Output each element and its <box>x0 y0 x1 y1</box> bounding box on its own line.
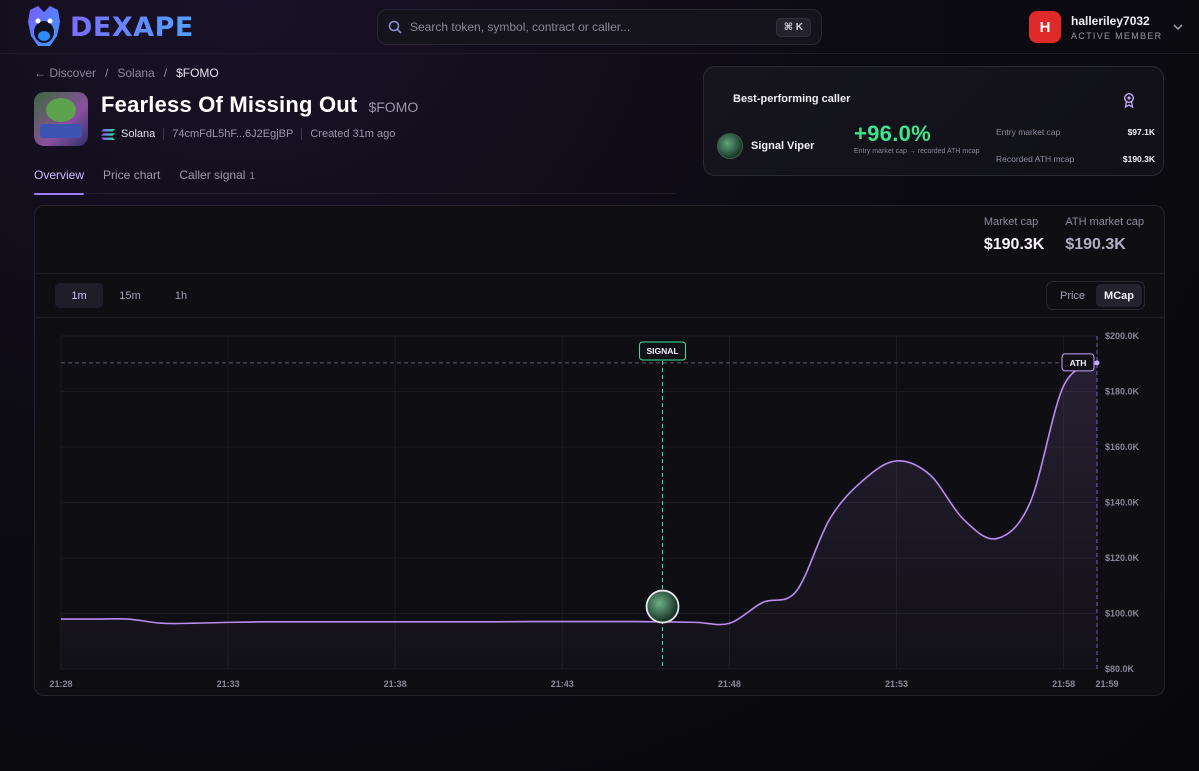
x-tick-label: 21:28 <box>49 679 72 689</box>
token-image <box>34 92 88 146</box>
x-tick-label: 21:48 <box>718 679 741 689</box>
token-name: Fearless Of Missing Out <box>101 92 358 117</box>
mcap-chart[interactable]: $200.0K $180.0K $160.0K $140.0K $120.0K $100.… <box>35 206 1166 697</box>
token-chain: Solana <box>121 128 156 140</box>
y-tick-label: $180.0K <box>1105 387 1140 397</box>
search-icon <box>388 20 402 34</box>
interval-1m-button[interactable]: 1m <box>55 283 103 308</box>
tab-caller-signal[interactable]: Caller signal 1 <box>179 168 255 182</box>
search-bar[interactable]: ⌘ K <box>377 9 822 45</box>
area-fill <box>61 362 1097 669</box>
ath-label-box <box>1061 353 1095 372</box>
mode-price-button[interactable]: Price <box>1059 289 1086 302</box>
caller-performance-note: Entry market cap → recorded ATH mcap <box>854 148 980 155</box>
y-tick-label: $160.0K <box>1105 442 1140 452</box>
chevron-down-icon[interactable] <box>1172 21 1184 33</box>
token-created: Created 31m ago <box>310 128 396 140</box>
token-tabs: Overview Price chart Caller signal 1 <box>34 168 676 195</box>
signal-caller-marker <box>645 589 680 624</box>
market-cap-label: Market cap <box>983 216 1039 228</box>
x-tick-label: 21:58 <box>1052 679 1075 689</box>
token-address[interactable]: 74cmFdL5hF...6J2EgjBP <box>172 128 294 140</box>
caller-performance-value: +96.0% <box>854 121 932 146</box>
market-metrics: Market cap $190.3K ATH market cap $190.3… <box>984 216 1144 254</box>
ath-market-cap-value: $190.3K <box>1065 236 1126 253</box>
ath-mcap-value: $190.3K <box>1122 154 1155 164</box>
interval-15m-button[interactable]: 15m <box>119 289 141 302</box>
y-tick-label: $200.0K <box>1105 331 1140 341</box>
tab-count-badge: 1 <box>249 171 255 182</box>
ath-market-cap-label: ATH market cap <box>1065 216 1144 228</box>
x-tick-label: 21:53 <box>885 679 908 689</box>
top-bar: DEXAPE ⌘ K H halleriley7032 ACTIVE MEMBE… <box>0 0 1199 54</box>
breadcrumb-separator: / <box>105 66 109 80</box>
tab-overview[interactable]: Overview <box>34 168 85 195</box>
breadcrumb: ← Discover / Solana / $FOMO <box>34 66 219 80</box>
chart-panel: $200.0K $180.0K $160.0K $140.0K $120.0K $100.… <box>34 205 1165 696</box>
caller-stats: Entry market cap $97.1K Recorded ATH mca… <box>996 127 1155 181</box>
breadcrumb-current: $FOMO <box>176 66 219 80</box>
y-tick-label: $100.0K <box>1105 609 1140 619</box>
y-tick-label: $80.0K <box>1105 664 1135 674</box>
ath-mcap-label: Recorded ATH mcap <box>996 154 1075 164</box>
ath-market-cap-metric: ATH market cap $190.3K <box>1065 216 1144 254</box>
tab-price-chart[interactable]: Price chart <box>103 168 161 182</box>
best-caller-title: Best-performing caller <box>733 93 851 105</box>
username: halleriley7032 <box>1071 13 1150 28</box>
breadcrumb-chain-link[interactable]: Solana <box>117 66 155 80</box>
medal-icon <box>1123 92 1135 108</box>
entry-mcap-label: Entry market cap <box>996 127 1061 137</box>
x-tick-label: 21:59 <box>1095 679 1118 689</box>
interval-selector: 1m 15m 1h <box>55 283 208 308</box>
market-cap-metric: Market cap $190.3K <box>984 216 1045 254</box>
y-tick-label: $120.0K <box>1105 553 1140 563</box>
x-tick-label: 21:38 <box>384 679 407 689</box>
caller-profile[interactable]: Signal Viper <box>717 133 814 159</box>
avatar: H <box>1029 11 1061 43</box>
token-header: Fearless Of Missing Out $FOMO Solana 74c… <box>34 92 418 146</box>
caller-avatar <box>717 133 743 159</box>
solana-icon <box>101 128 115 140</box>
interval-1h-button[interactable]: 1h <box>174 289 188 302</box>
user-menu[interactable]: H halleriley7032 ACTIVE MEMBER <box>1029 11 1184 43</box>
x-tick-label: 21:43 <box>551 679 574 689</box>
mcap-series-line <box>61 362 1098 626</box>
search-shortcut-badge: ⌘ K <box>775 17 811 37</box>
breadcrumb-separator: / <box>163 66 168 80</box>
token-symbol: $FOMO <box>368 99 419 115</box>
signal-label-box <box>639 341 687 361</box>
best-caller-card: Best-performing caller Signal Viper +96.… <box>703 66 1164 176</box>
chart-mode-toggle: Price MCap <box>1045 281 1145 310</box>
user-role: ACTIVE MEMBER <box>1071 30 1163 41</box>
ath-label: ATH <box>1070 358 1087 368</box>
mode-mcap-button[interactable]: MCap <box>1096 284 1142 307</box>
search-input[interactable] <box>410 20 776 34</box>
ath-point <box>1094 360 1100 366</box>
ape-logo-icon <box>28 6 60 46</box>
logo[interactable]: DEXAPE <box>24 4 194 50</box>
logo-text: DEXAPE <box>70 11 194 43</box>
signal-label: SIGNAL <box>646 346 678 356</box>
y-tick-label: $140.0K <box>1105 498 1140 508</box>
breadcrumb-back-link[interactable]: ← Discover <box>34 66 97 80</box>
caller-name: Signal Viper <box>751 140 815 152</box>
market-cap-value: $190.3K <box>983 236 1045 253</box>
entry-mcap-value: $97.1K <box>1127 127 1155 137</box>
x-tick-label: 21:33 <box>217 679 240 689</box>
caller-performance: +96.0% Entry market cap → recorded ATH m… <box>854 121 984 156</box>
